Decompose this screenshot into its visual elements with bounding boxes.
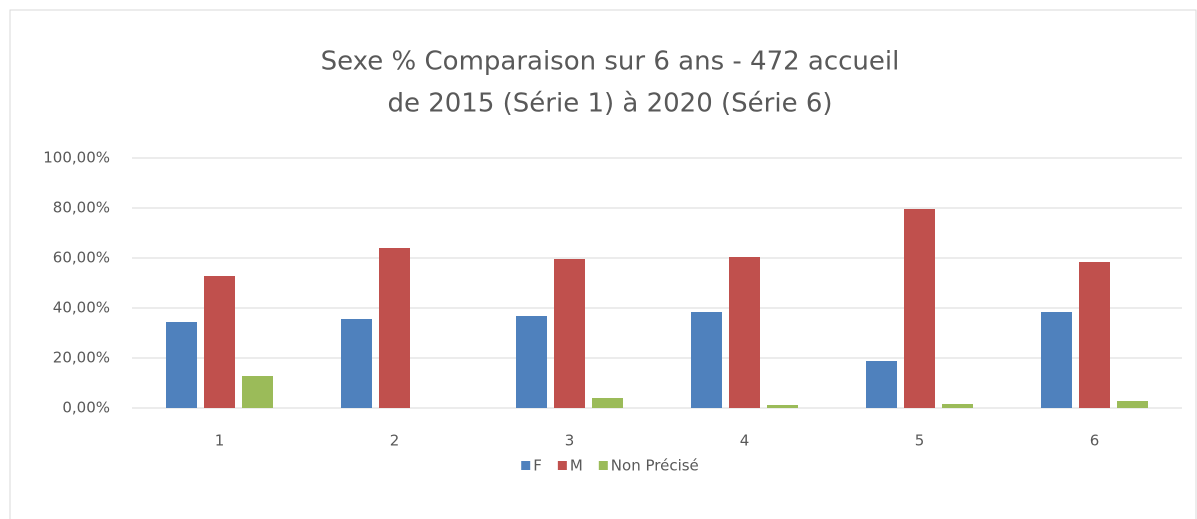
bar [1117,401,1148,408]
x-tick-label: 4 [740,432,750,450]
chart-title: Sexe % Comparaison sur 6 ans - 472 accue… [321,47,900,77]
chart-border [9,9,1197,519]
legend-swatch [598,461,608,470]
x-tick-label: 6 [1090,432,1100,450]
legend-label: Non Précisé [611,457,699,475]
chart-title: de 2015 (Série 1) à 2020 (Série 6) [387,89,832,119]
bar [242,376,273,408]
bar [379,248,410,408]
legend-swatch [521,461,531,470]
bar [904,209,935,408]
bar [204,276,235,408]
y-tick-label: 80,00% [53,199,110,217]
y-tick-label: 60,00% [53,249,110,267]
y-tick-label: 40,00% [53,299,110,317]
y-tick-label: 100,00% [43,149,110,167]
bar [592,398,623,408]
x-tick-label: 2 [390,432,400,450]
bar [729,257,760,408]
bar [516,316,547,408]
bar [341,319,372,408]
bar [866,361,897,408]
legend-swatch [557,461,567,470]
x-tick-label: 3 [565,432,575,450]
bar [942,404,973,408]
bar [691,312,722,408]
legend-label: M [570,457,583,475]
bar [166,322,197,408]
bar [767,405,798,408]
bar [1079,262,1110,408]
y-tick-label: 20,00% [53,349,110,367]
x-tick-label: 1 [215,432,225,450]
legend-label: F [533,457,542,475]
x-tick-label: 5 [915,432,925,450]
bar [554,259,585,408]
y-tick-label: 0,00% [62,399,110,417]
bar [1041,312,1072,408]
